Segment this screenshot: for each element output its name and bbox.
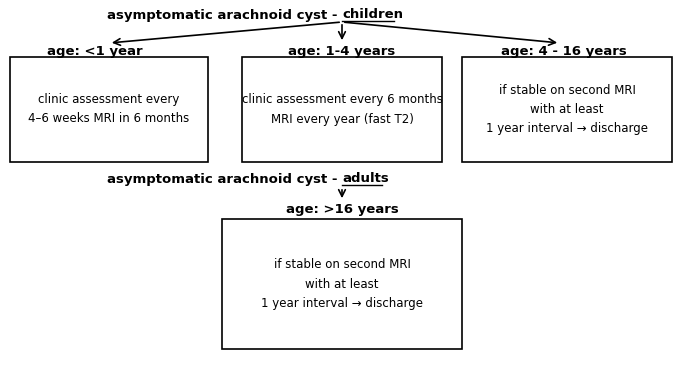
Text: adults: adults bbox=[342, 172, 389, 185]
Bar bbox=[10, 57, 208, 162]
Text: asymptomatic arachnoid cyst -: asymptomatic arachnoid cyst - bbox=[107, 172, 342, 185]
Text: clinic assessment every
4–6 weeks MRI in 6 months: clinic assessment every 4–6 weeks MRI in… bbox=[28, 94, 190, 126]
Bar bbox=[462, 57, 672, 162]
Text: if stable on second MRI
with at least
1 year interval → discharge: if stable on second MRI with at least 1 … bbox=[486, 84, 648, 135]
Text: age: >16 years: age: >16 years bbox=[286, 203, 399, 215]
Text: asymptomatic arachnoid cyst -: asymptomatic arachnoid cyst - bbox=[107, 8, 342, 22]
Text: clinic assessment every 6 months
MRI every year (fast T2): clinic assessment every 6 months MRI eve… bbox=[242, 94, 443, 126]
Bar bbox=[242, 57, 442, 162]
Text: age: 1-4 years: age: 1-4 years bbox=[288, 44, 396, 58]
Bar bbox=[222, 219, 462, 349]
Text: age: <1 year: age: <1 year bbox=[47, 44, 142, 58]
Text: age: 4 - 16 years: age: 4 - 16 years bbox=[501, 44, 627, 58]
Text: if stable on second MRI
with at least
1 year interval → discharge: if stable on second MRI with at least 1 … bbox=[261, 258, 423, 309]
Text: children: children bbox=[342, 8, 403, 22]
